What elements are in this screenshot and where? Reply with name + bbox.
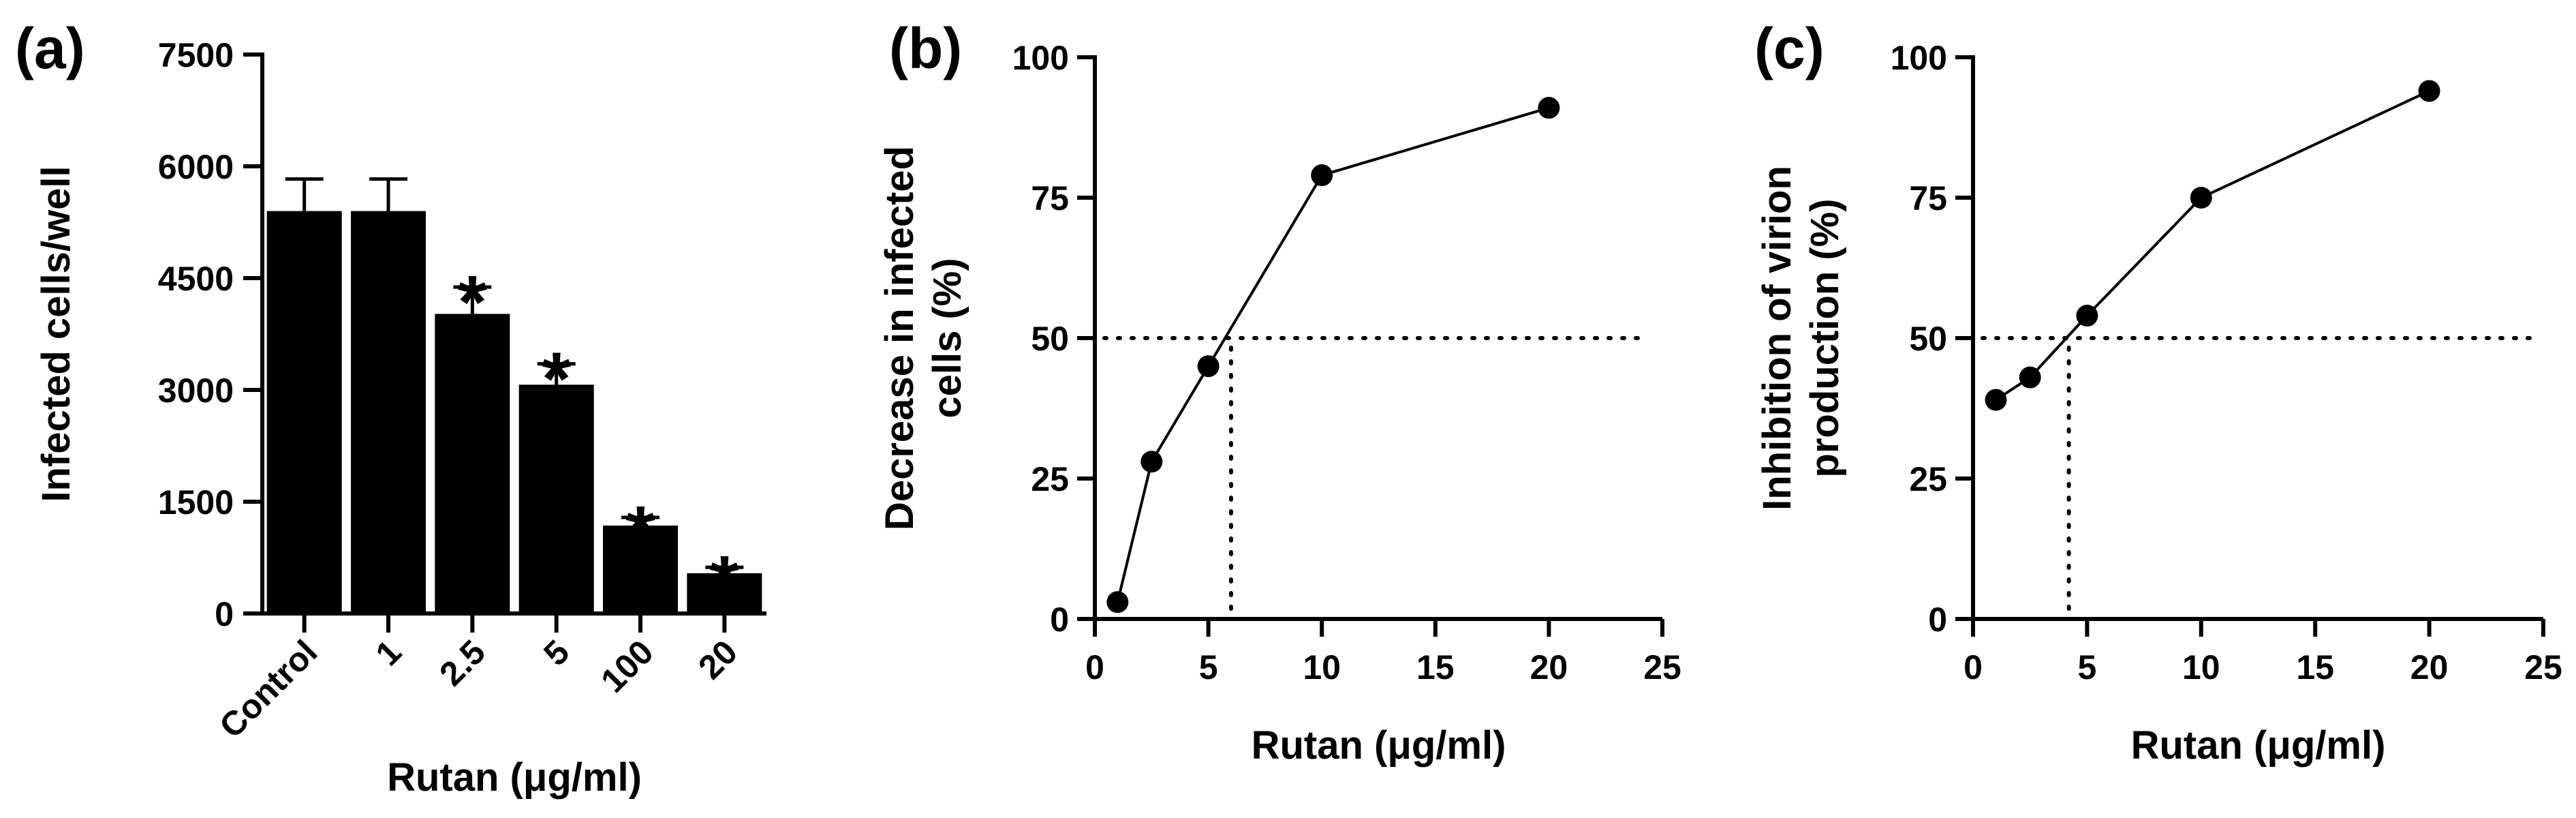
panel-c-data-point xyxy=(2418,80,2440,102)
panel-a-y-tick-label: 1500 xyxy=(158,483,234,521)
panel-c-x-tick-label: 0 xyxy=(1964,648,1983,686)
panel-b-x-axis-title: Rutan (μg/ml) xyxy=(1252,723,1506,768)
panel-a-x-tick-label: Control xyxy=(212,633,324,745)
panel-b-x-tick-label: 20 xyxy=(1530,648,1568,686)
panel-c-y-tick-label: 50 xyxy=(1909,320,1947,358)
panel-a-significance-star: * xyxy=(542,337,571,421)
panel-b-data-point xyxy=(1106,591,1129,614)
panel-b-data-point xyxy=(1311,164,1333,187)
panel-c-y-tick-label: 100 xyxy=(1891,39,1947,77)
panel-c-data-point xyxy=(2019,366,2041,389)
panel-a-x-tick-label: 100 xyxy=(593,633,661,700)
panel-b-y-axis-title-line-1: Decrease in infected xyxy=(878,146,922,530)
panel-b-y-tick-label: 0 xyxy=(1050,601,1069,639)
panel-c-x-tick-label: 15 xyxy=(2296,648,2334,686)
panel-c-x-tick-label: 25 xyxy=(2524,648,2562,686)
panel-a-y-tick-label: 0 xyxy=(215,595,234,633)
panel-b-y-tick-label: 50 xyxy=(1031,320,1069,358)
panel-a-x-tick-label: 20 xyxy=(691,633,745,686)
panel-a-y-tick-label: 6000 xyxy=(158,148,234,186)
panel-c-x-tick-label: 10 xyxy=(2182,648,2220,686)
panel-a-bar-1 xyxy=(351,211,426,614)
panel-a-x-tick-label: 2.5 xyxy=(432,633,493,693)
panel-b-label: (b) xyxy=(889,16,962,80)
panel-c-x-tick-label: 20 xyxy=(2410,648,2449,686)
panel-c-series-line xyxy=(1995,89,2430,402)
panel-b-y-tick-label: 75 xyxy=(1031,179,1069,217)
panel-a-y-tick-label: 3000 xyxy=(158,372,234,410)
panel-b-data-point xyxy=(1538,97,1560,119)
panel-a-bar-2.5 xyxy=(435,314,510,614)
panel-c-label: (c) xyxy=(1754,16,1825,80)
panel-b-series-line xyxy=(1116,106,1549,603)
panel-c-data-point xyxy=(1985,389,2007,411)
panel-b-x-tick-label: 0 xyxy=(1085,648,1104,686)
panel-b-y-axis-title-line-2: cells (%) xyxy=(925,258,969,418)
panel-b-data-point xyxy=(1197,355,1220,378)
panel-a-bar-20 xyxy=(687,573,762,614)
panel-b-line-chart: (b) 0 25 50 75 100 0 5 10 15 20 25 Rutan (μg/ml) Decr… xyxy=(878,16,1681,768)
panel-a-x-tick-label: 1 xyxy=(369,633,409,673)
panel-c-x-tick-label: 5 xyxy=(2077,648,2096,686)
panel-b-y-tick-label: 100 xyxy=(1012,39,1069,77)
panel-a-y-axis-title: Infected cells/well xyxy=(34,166,78,502)
panel-a-bar-Control xyxy=(266,211,342,614)
panel-c-y-tick-label: 25 xyxy=(1909,460,1947,498)
panel-b-x-tick-label: 5 xyxy=(1199,648,1218,686)
panel-a-label: (a) xyxy=(15,16,85,80)
panel-b-data-point xyxy=(1140,451,1163,473)
panel-a-bar-chart: (a) 0 1500 3000 4500 6000 7500 Control 1 * 2.5 * 5 * 1… xyxy=(15,16,766,800)
panel-b-x-tick-label: 15 xyxy=(1416,648,1455,686)
panel-c-y-axis-title-line-2: production (%) xyxy=(1803,198,1847,477)
panel-c-line-chart: (c) 0 25 50 75 100 0 5 10 15 20 25 Rutan (μg/ml) Inhi… xyxy=(1754,16,2562,768)
panel-c-data-point xyxy=(2190,187,2212,209)
panel-a-y-tick-label: 7500 xyxy=(158,36,234,74)
panel-c-y-tick-label: 0 xyxy=(1928,601,1947,639)
panel-b-x-tick-label: 25 xyxy=(1643,648,1681,686)
panel-c-data-point xyxy=(2076,305,2098,327)
panel-a-y-tick-label: 4500 xyxy=(158,260,234,298)
panel-a-bar-100 xyxy=(603,525,678,614)
panel-b-x-tick-label: 10 xyxy=(1303,648,1341,686)
panel-a-significance-star: * xyxy=(710,541,739,624)
panel-c-y-tick-label: 75 xyxy=(1909,179,1947,217)
panel-a-significance-star: * xyxy=(458,260,487,344)
panel-c-y-axis-title-line-1: Inhibition of virion xyxy=(1755,166,1799,511)
panel-b-y-tick-label: 25 xyxy=(1031,460,1069,498)
panel-c-x-axis-title: Rutan (μg/ml) xyxy=(2131,723,2386,768)
panel-a-x-tick-label: 5 xyxy=(536,633,576,673)
panel-a-bar-5 xyxy=(518,384,594,614)
panel-a-x-axis-title: Rutan (μg/ml) xyxy=(387,755,642,800)
panel-a-significance-star: * xyxy=(626,491,655,575)
